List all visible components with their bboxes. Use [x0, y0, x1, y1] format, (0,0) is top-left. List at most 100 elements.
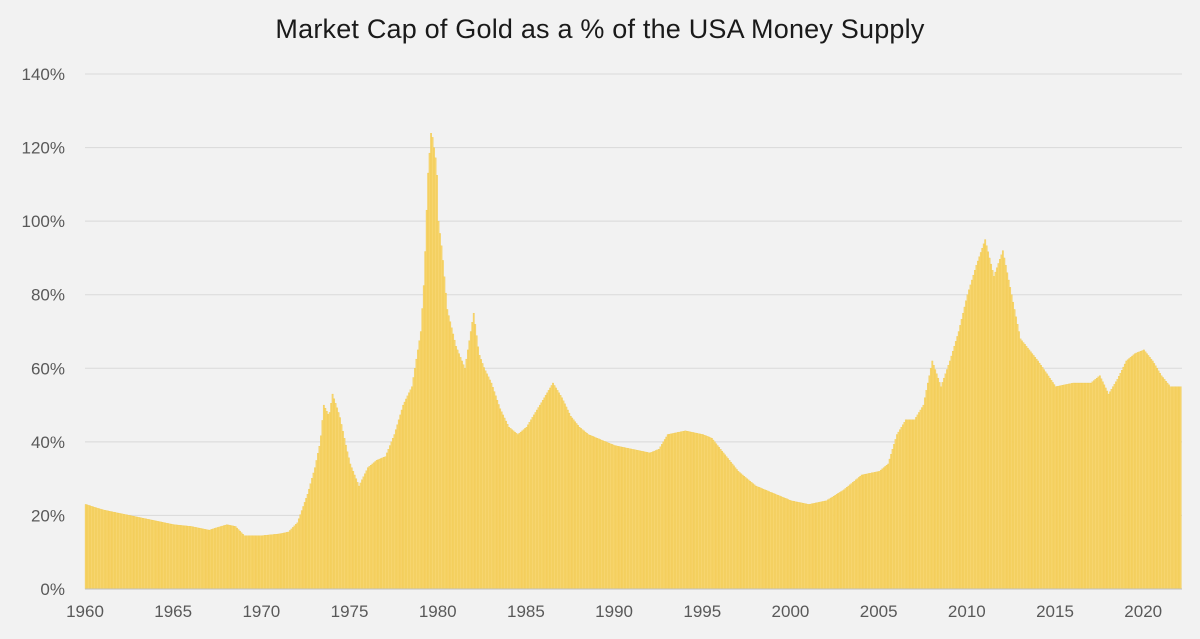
bar [872, 472, 875, 590]
bar [586, 433, 588, 590]
bar [352, 471, 355, 590]
bar [562, 400, 565, 590]
bar [993, 276, 995, 590]
bar [271, 534, 274, 590]
bar [1004, 265, 1007, 590]
bar [149, 519, 152, 590]
bar [594, 437, 597, 590]
bar [162, 522, 165, 590]
bar [340, 424, 343, 590]
bar [189, 526, 191, 590]
bar [755, 485, 757, 590]
bar [703, 434, 706, 590]
bar [934, 369, 937, 590]
bar [740, 473, 743, 590]
bar [919, 409, 922, 590]
grid-layer [85, 73, 1182, 516]
bar [261, 535, 263, 590]
bar [928, 375, 931, 590]
x-tick-label: 1970 [242, 602, 280, 621]
bar [220, 526, 222, 590]
bar [915, 417, 917, 590]
bar [606, 442, 609, 590]
bar [844, 488, 847, 590]
bar [561, 397, 563, 590]
bar [758, 487, 760, 590]
bar [259, 535, 262, 590]
bar [1066, 384, 1069, 590]
bar [708, 436, 710, 590]
bar [719, 449, 722, 590]
bar [422, 285, 425, 590]
bar [1157, 370, 1160, 590]
bar [256, 535, 259, 590]
bar [1109, 391, 1111, 590]
bar [403, 401, 406, 590]
bar [193, 526, 196, 590]
bar [456, 349, 459, 590]
bar [735, 469, 738, 590]
bar [124, 514, 127, 590]
bar [608, 442, 610, 590]
bar [852, 482, 854, 590]
bar [628, 448, 631, 590]
bar [924, 397, 926, 590]
bar [969, 284, 972, 590]
bar [1082, 382, 1085, 590]
bar [802, 503, 804, 590]
bar [389, 445, 391, 590]
bar [327, 414, 330, 590]
bar [1065, 384, 1067, 590]
bar [646, 452, 649, 590]
bar [612, 444, 615, 590]
bar [528, 422, 531, 590]
bar [393, 434, 396, 590]
bar [236, 527, 238, 590]
bar [350, 467, 353, 590]
bar [587, 434, 590, 590]
y-tick-label: 0% [40, 580, 65, 599]
bar [450, 327, 453, 590]
bar [752, 483, 754, 590]
bar [556, 390, 559, 590]
bar [477, 346, 480, 590]
bar [922, 404, 925, 590]
bar [812, 503, 815, 590]
bar [139, 517, 141, 590]
bar [1035, 358, 1038, 590]
bar [777, 495, 779, 590]
bar [662, 441, 665, 590]
bar [170, 523, 172, 590]
bar [627, 448, 629, 590]
bar [1076, 382, 1079, 590]
bar [718, 447, 721, 590]
bar [353, 474, 356, 590]
bar [494, 395, 497, 590]
bar [869, 473, 872, 590]
bar [841, 490, 844, 590]
bar [1051, 382, 1054, 590]
bar [816, 502, 819, 590]
bar [700, 434, 703, 590]
bar [653, 450, 656, 590]
bar [916, 414, 919, 590]
bar [730, 461, 732, 590]
bar [84, 504, 87, 590]
bar [1168, 384, 1170, 590]
bar [1038, 362, 1041, 590]
bar [547, 390, 550, 590]
bar [750, 482, 753, 590]
bar [502, 414, 504, 590]
bar [747, 479, 750, 590]
bar [102, 509, 105, 590]
bar [944, 373, 947, 590]
bar [753, 484, 756, 590]
bar [1000, 254, 1003, 590]
bar [918, 412, 920, 590]
bar [1097, 376, 1100, 590]
bar [879, 469, 882, 590]
bar [688, 431, 691, 590]
bar [203, 529, 206, 590]
bar [947, 365, 950, 590]
